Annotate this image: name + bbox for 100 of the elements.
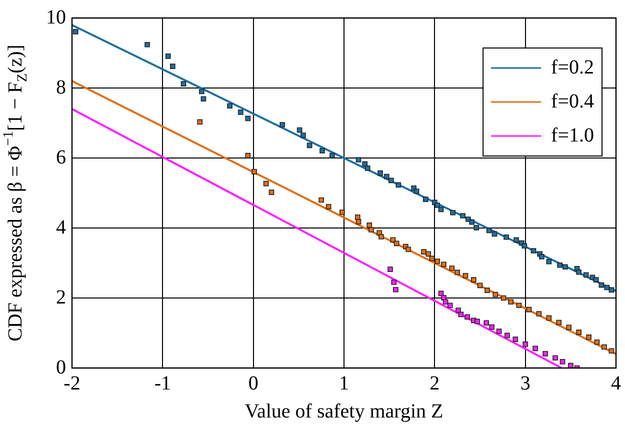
legend-label: f=0.2 (551, 56, 594, 78)
point (300, 132, 306, 138)
x-tick-label: 2 (430, 372, 440, 394)
point (500, 295, 506, 301)
point (354, 214, 360, 220)
point (598, 282, 604, 288)
point (536, 311, 542, 316)
point (522, 243, 528, 249)
point (394, 240, 400, 246)
point (378, 234, 384, 240)
x-tick-label: 1 (339, 372, 349, 394)
point (484, 320, 490, 326)
point (368, 227, 374, 232)
point (376, 230, 382, 236)
point (238, 109, 244, 115)
y-tick-label: 2 (56, 286, 66, 308)
point (306, 142, 312, 148)
point (318, 197, 324, 203)
point (165, 53, 171, 59)
x-tick-label: 3 (520, 372, 530, 394)
point (326, 204, 332, 210)
point (454, 270, 460, 276)
point (362, 161, 368, 167)
point (388, 266, 393, 272)
point (356, 157, 362, 162)
point (245, 152, 251, 158)
point (414, 188, 420, 194)
x-tick-label: -1 (154, 372, 172, 394)
point (586, 334, 592, 340)
point (227, 103, 232, 109)
point (434, 258, 440, 264)
point (406, 246, 412, 252)
point (522, 342, 528, 347)
point (560, 359, 566, 364)
point (516, 302, 522, 308)
point (526, 306, 532, 312)
point (593, 277, 599, 282)
y-tick-label: 4 (56, 216, 66, 238)
y-tick-label: 10 (46, 6, 66, 28)
point (198, 88, 204, 94)
point (538, 254, 544, 260)
point (252, 168, 257, 174)
point (552, 355, 558, 361)
point (576, 330, 582, 335)
point (464, 314, 470, 320)
point (546, 258, 552, 264)
point (504, 234, 509, 240)
point (364, 165, 370, 171)
y-tick-label: 8 (56, 76, 66, 98)
point (378, 170, 383, 176)
point (504, 332, 510, 338)
point (474, 318, 480, 324)
point (532, 346, 538, 352)
point (542, 350, 548, 356)
point (514, 237, 519, 243)
point (384, 174, 390, 180)
point (434, 202, 440, 208)
point (594, 339, 600, 345)
point (268, 190, 274, 195)
point (474, 224, 480, 230)
point (460, 213, 466, 218)
point (438, 206, 444, 212)
point (576, 269, 582, 275)
point (320, 148, 325, 154)
point (200, 96, 206, 102)
point (492, 292, 498, 298)
point (263, 180, 269, 186)
point (426, 251, 431, 257)
point (458, 312, 464, 318)
point (449, 266, 455, 271)
point (280, 122, 286, 128)
x-tick-label: -2 (64, 372, 80, 394)
point (568, 362, 574, 368)
point (583, 272, 589, 278)
point (245, 116, 251, 122)
point (508, 299, 514, 305)
point (456, 308, 461, 313)
point (421, 249, 426, 254)
point (486, 228, 492, 234)
point (546, 315, 552, 321)
point (442, 299, 448, 305)
point (72, 28, 78, 34)
point (484, 288, 490, 293)
point (170, 64, 176, 69)
point (356, 219, 362, 224)
x-axis-title: Value of safety margin Z (244, 400, 444, 422)
y-tick-label: 0 (56, 356, 66, 378)
point (180, 81, 186, 86)
point (388, 178, 394, 184)
point (470, 277, 476, 282)
point (422, 196, 428, 202)
x-tick-label: 0 (248, 372, 258, 394)
point (441, 262, 446, 268)
point (340, 210, 345, 215)
point (366, 222, 372, 228)
point (197, 119, 203, 125)
point (330, 152, 335, 158)
point (447, 302, 453, 308)
legend-label: f=1.0 (551, 124, 594, 146)
point (562, 264, 568, 270)
